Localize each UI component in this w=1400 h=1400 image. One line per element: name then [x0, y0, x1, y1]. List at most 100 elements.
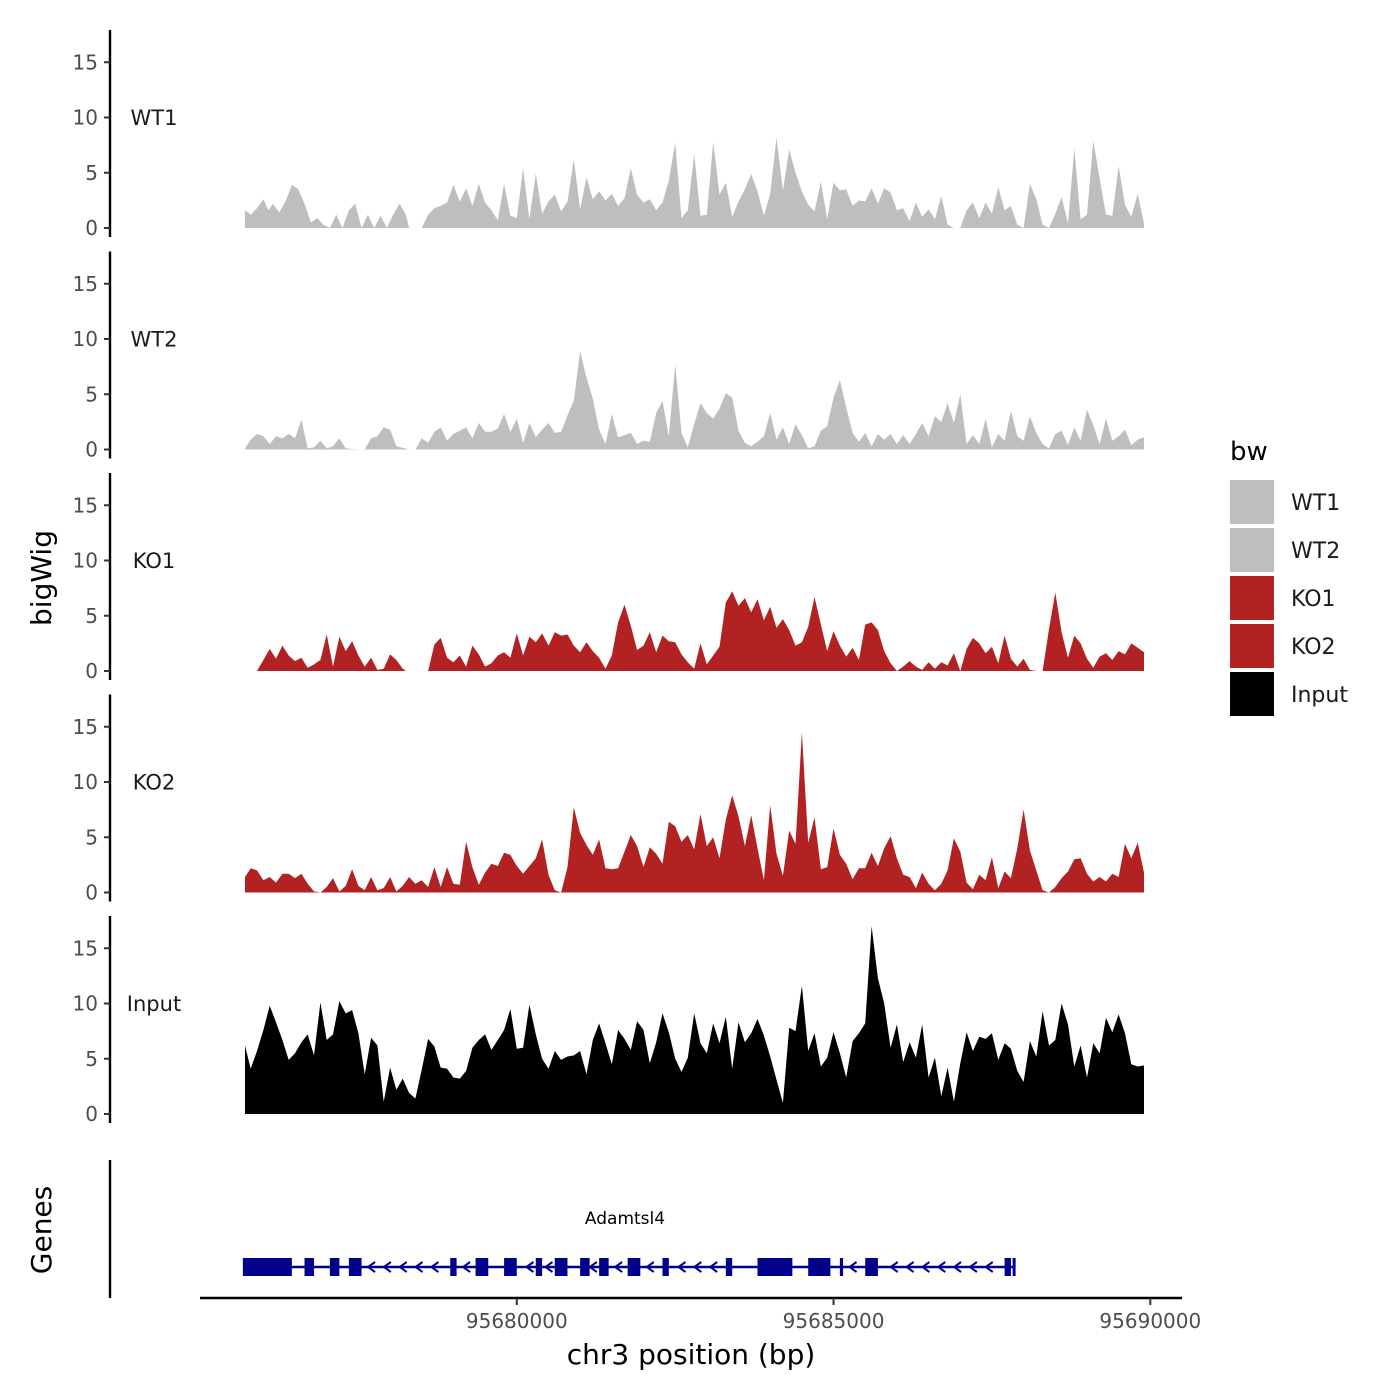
legend-label: KO2	[1291, 635, 1336, 660]
y-tick-label: 15	[73, 50, 98, 74]
strand-arrow	[613, 1261, 623, 1273]
gene-exon	[757, 1258, 793, 1276]
legend-label: WT2	[1291, 539, 1340, 564]
gene-exon	[580, 1258, 590, 1276]
track-label: Input	[127, 992, 181, 1016]
gene-exon	[348, 1258, 362, 1276]
y-tick-label: 5	[85, 161, 98, 185]
gene-exon	[304, 1258, 315, 1276]
strand-arrow	[692, 1261, 702, 1273]
coverage-area-input	[245, 926, 1144, 1114]
y-tick-label: 0	[85, 659, 98, 683]
legend-swatch	[1230, 672, 1274, 716]
legend-item-wt1: WT1	[1230, 480, 1340, 524]
y-tick-label: 10	[73, 549, 98, 573]
legend-item-ko2: KO2	[1230, 624, 1336, 668]
legend-title: bw	[1230, 437, 1268, 467]
gene-track: Adamtsl4	[108, 1160, 1016, 1298]
legend-swatch	[1230, 624, 1274, 668]
y-tick-label: 0	[85, 1102, 98, 1126]
y-tick-label: 15	[73, 936, 98, 960]
gene-exon	[450, 1258, 457, 1276]
legend-swatch	[1230, 528, 1274, 572]
x-axis-title: chr3 position (bp)	[567, 1338, 816, 1371]
y-tick-label: 15	[73, 493, 98, 517]
legend-swatch	[1230, 576, 1274, 620]
strand-arrow	[429, 1261, 439, 1273]
legend-swatch	[1230, 480, 1274, 524]
strand-arrow	[645, 1261, 655, 1273]
strand-arrow	[382, 1261, 392, 1273]
strand-arrow	[413, 1261, 424, 1273]
track-wt2: 0 5 10 15 WT2	[73, 251, 1144, 462]
x-axis-ticks: 95680000 95685000 95690000	[466, 1298, 1201, 1333]
y-tick-label: 5	[85, 825, 98, 849]
gene-exon	[1004, 1258, 1011, 1276]
y-tick-label: 10	[73, 106, 98, 130]
track-label: WT2	[131, 328, 178, 352]
strand-arrow	[708, 1261, 718, 1273]
track-label: KO2	[133, 771, 176, 795]
strand-arrow	[968, 1261, 978, 1273]
gene-exon	[504, 1258, 517, 1276]
y-tick-label: 10	[73, 992, 98, 1016]
gene-exon	[808, 1258, 831, 1276]
legend-item-input: Input	[1230, 672, 1348, 716]
gene-exon	[599, 1258, 609, 1276]
gene-label: Adamtsl4	[585, 1209, 665, 1229]
y-tick-label: 5	[85, 604, 98, 628]
x-tick-label: 95685000	[783, 1309, 885, 1333]
coverage-area-ko1	[257, 591, 1144, 671]
gene-exon	[475, 1258, 489, 1276]
gene-exon	[839, 1258, 844, 1276]
y-tick-label: 15	[73, 272, 98, 296]
strand-arrow	[889, 1261, 899, 1273]
track-input: 0 5 10 15 Input	[73, 916, 1144, 1126]
y-tick-label: 0	[85, 216, 98, 240]
genes-panel-title: Genes	[25, 1186, 58, 1274]
legend-item-ko1: KO1	[1230, 576, 1336, 620]
track-label: WT1	[131, 106, 178, 130]
coverage-area-wt1	[245, 137, 1144, 228]
strand-arrow	[904, 1261, 915, 1273]
legend-items: WT1 WT2 KO1 KO2 Input	[1230, 480, 1348, 716]
strand-arrow	[920, 1261, 930, 1273]
gene-exon	[662, 1258, 669, 1276]
strand-arrow	[366, 1261, 376, 1273]
y-tick-label: 5	[85, 1047, 98, 1071]
x-tick-label: 95680000	[466, 1309, 568, 1333]
y-tick-label: 0	[85, 438, 98, 462]
strand-arrow	[952, 1261, 962, 1273]
strand-arrow	[588, 1261, 598, 1273]
gene-exon	[244, 1258, 292, 1276]
strand-arrow	[984, 1261, 994, 1273]
track-wt1: 0 5 10 15 WT1	[73, 30, 1144, 240]
strand-arrow	[524, 1261, 535, 1273]
coverage-area-ko2	[245, 732, 1144, 893]
y-tick-label: 10	[73, 770, 98, 794]
strand-arrow	[461, 1261, 471, 1273]
y-tick-label: 10	[73, 327, 98, 351]
gene-exon	[535, 1258, 543, 1276]
legend-item-wt2: WT2	[1230, 528, 1340, 572]
legend: bw WT1 WT2 KO1 KO2 Input	[1230, 437, 1348, 716]
track-label: KO1	[133, 549, 176, 573]
coverage-tracks: 0 5 10 15 WT1 0 5 10 15 WT2 0 5 10 15 KO1 0 5 10 15 KO2 0 5 10…	[73, 30, 1144, 1126]
legend-label: Input	[1291, 683, 1348, 708]
strand-arrow	[676, 1261, 687, 1273]
x-tick-label: 95690000	[1099, 1309, 1201, 1333]
strand-arrow	[936, 1261, 946, 1273]
gene-exon	[725, 1258, 733, 1276]
legend-label: KO1	[1291, 587, 1336, 612]
coverage-area-wt2	[245, 351, 1144, 450]
gene-exon	[865, 1258, 878, 1276]
track-ko1: 0 5 10 15 KO1	[73, 473, 1144, 683]
gene-exon	[329, 1258, 340, 1276]
gene-exon	[554, 1258, 568, 1276]
strand-arrow	[398, 1261, 408, 1273]
y-tick-label: 15	[73, 715, 98, 739]
legend-label: WT1	[1291, 491, 1340, 516]
y-tick-label: 0	[85, 881, 98, 905]
y-axis-title: bigWig	[25, 530, 58, 626]
strand-arrow	[543, 1261, 554, 1273]
